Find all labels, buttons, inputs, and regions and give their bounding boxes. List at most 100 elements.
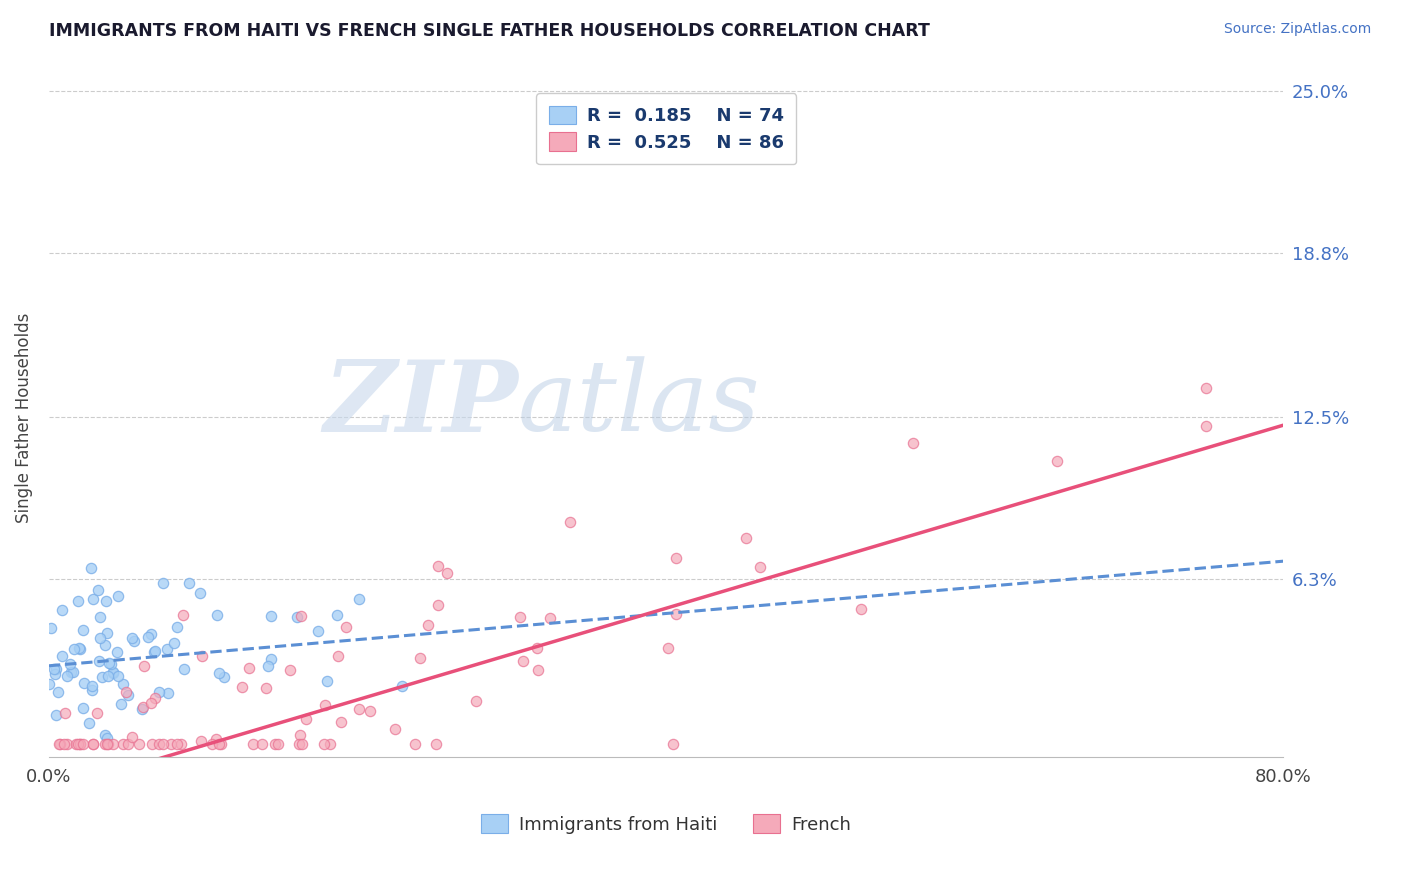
Point: [152, 576, 174, 591]
Point: [122, 634, 145, 648]
Point: [665, 607, 688, 621]
Point: [264, 737, 287, 751]
Point: [94, 594, 117, 608]
Point: [117, 737, 139, 751]
Point: [117, 688, 139, 702]
Point: [190, 734, 212, 748]
Point: [80, 679, 103, 693]
Legend: Immigrants from Haiti, French: Immigrants from Haiti, French: [474, 807, 859, 841]
Point: [80, 560, 103, 574]
Point: [391, 679, 413, 693]
Point: [254, 681, 277, 695]
Point: [59, 657, 82, 672]
Point: [1195, 381, 1218, 395]
Point: [188, 586, 211, 600]
Point: [132, 658, 155, 673]
Point: [42, 661, 65, 675]
Point: [170, 737, 193, 751]
Point: [238, 661, 260, 675]
Point: [212, 670, 235, 684]
Point: [39, 621, 62, 635]
Point: [141, 737, 163, 751]
Point: [91, 670, 114, 684]
Point: [45, 707, 67, 722]
Point: [72, 737, 94, 751]
Point: [427, 559, 450, 574]
Point: [901, 436, 924, 450]
Point: [748, 559, 770, 574]
Point: [250, 737, 273, 751]
Point: [136, 630, 159, 644]
Point: [426, 598, 449, 612]
Point: [97, 669, 120, 683]
Point: [314, 698, 336, 712]
Point: [849, 601, 872, 615]
Text: IMMIGRANTS FROM HAITI VS FRENCH SINGLE FATHER HOUSEHOLDS CORRELATION CHART: IMMIGRANTS FROM HAITI VS FRENCH SINGLE F…: [49, 22, 931, 40]
Point: [285, 610, 308, 624]
Point: [560, 515, 582, 529]
Point: [418, 618, 440, 632]
Point: [290, 608, 312, 623]
Point: [288, 737, 311, 751]
Point: [329, 714, 352, 729]
Point: [143, 691, 166, 706]
Point: [295, 712, 318, 726]
Point: [48, 737, 70, 751]
Point: [156, 686, 179, 700]
Point: [148, 737, 170, 751]
Point: [96, 737, 118, 751]
Point: [661, 737, 683, 751]
Point: [315, 673, 337, 688]
Point: [53, 737, 76, 751]
Point: [53, 706, 76, 720]
Point: [1046, 454, 1069, 468]
Point: [204, 731, 226, 746]
Point: [267, 737, 290, 751]
Point: [159, 737, 181, 751]
Point: [404, 737, 426, 751]
Point: [231, 681, 253, 695]
Point: [148, 685, 170, 699]
Point: [207, 608, 229, 623]
Point: [257, 659, 280, 673]
Point: [96, 731, 118, 745]
Point: [69, 642, 91, 657]
Point: [49, 737, 72, 751]
Point: [107, 669, 129, 683]
Point: [173, 662, 195, 676]
Point: [101, 665, 124, 680]
Point: [143, 645, 166, 659]
Point: [152, 737, 174, 751]
Point: [425, 737, 447, 751]
Point: [101, 737, 124, 751]
Point: [657, 641, 679, 656]
Point: [260, 609, 283, 624]
Point: [62, 665, 84, 679]
Point: [128, 737, 150, 751]
Point: [163, 635, 186, 649]
Point: [155, 642, 177, 657]
Point: [82, 592, 104, 607]
Point: [65, 737, 87, 751]
Point: [242, 737, 264, 751]
Point: [209, 737, 232, 751]
Point: [60, 665, 83, 679]
Point: [665, 550, 688, 565]
Point: [359, 704, 381, 718]
Point: [38, 676, 60, 690]
Point: [335, 620, 357, 634]
Point: [110, 697, 132, 711]
Point: [527, 663, 550, 677]
Point: [131, 702, 153, 716]
Point: [208, 666, 231, 681]
Point: [82, 737, 104, 751]
Point: [44, 667, 66, 681]
Y-axis label: Single Father Households: Single Father Households: [15, 312, 32, 523]
Point: [166, 737, 188, 751]
Point: [121, 730, 143, 744]
Point: [347, 702, 370, 716]
Point: [465, 694, 488, 708]
Point: [307, 624, 329, 639]
Text: Source: ZipAtlas.com: Source: ZipAtlas.com: [1223, 22, 1371, 37]
Point: [735, 531, 758, 545]
